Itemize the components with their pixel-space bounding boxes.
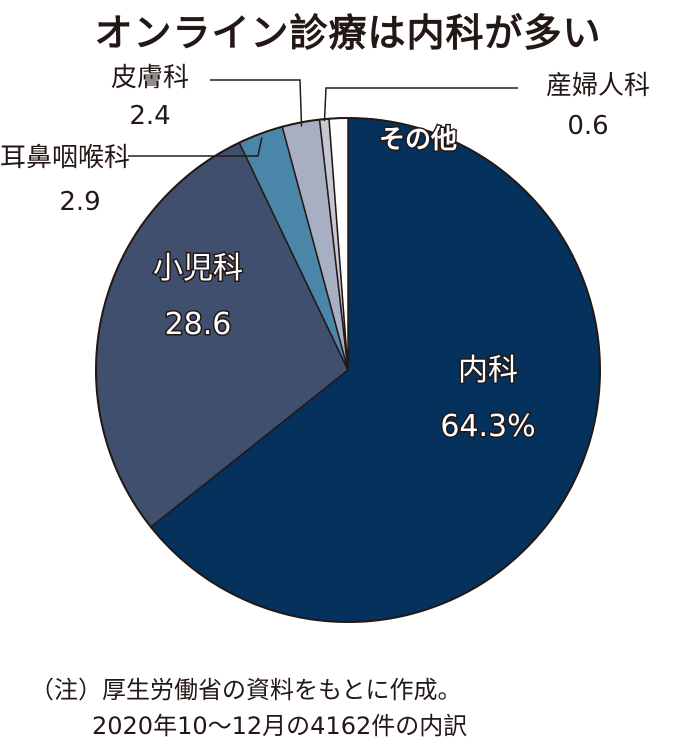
slice-value-0: 64.3% <box>440 409 535 444</box>
pie-slices <box>95 117 601 623</box>
slice-value-2: 2.9 <box>59 187 100 217</box>
slice-label-5: その他 <box>379 125 457 155</box>
slice-label-2: 耳鼻咽喉科 <box>0 143 130 173</box>
slice-labels: 内科 64.3% 小児科 28.6 耳鼻咽喉科 2.9 皮膚科 2.4 産婦人科 0.6 その他 <box>0 63 650 446</box>
leader-slice-3 <box>210 79 303 127</box>
slice-value-1: 28.6 <box>165 307 232 342</box>
slice-value-3: 2.4 <box>129 101 170 131</box>
pie-outline <box>95 117 601 623</box>
source-note: （注）厚生労働省の資料をもとに作成。 <box>30 676 462 704</box>
pie-chart: 内科 64.3% 小児科 28.6 耳鼻咽喉科 2.9 皮膚科 2.4 産婦人科 0.6 その他 <box>0 63 650 623</box>
chart-title: オンライン診療は内科が多い <box>94 11 602 55</box>
leader-lines <box>128 79 518 157</box>
period-note: 2020年10～12月の4162件の内訳 <box>92 712 468 740</box>
slice-value-4: 0.6 <box>567 111 608 141</box>
slice-label-0: 内科 <box>458 353 518 388</box>
slice-label-3: 皮膚科 <box>111 63 189 93</box>
leader-slice-4 <box>323 87 518 122</box>
leader-slice-2 <box>128 137 263 157</box>
slice-label-1: 小児科 <box>153 251 243 286</box>
slice-label-4: 産婦人科 <box>546 71 650 101</box>
